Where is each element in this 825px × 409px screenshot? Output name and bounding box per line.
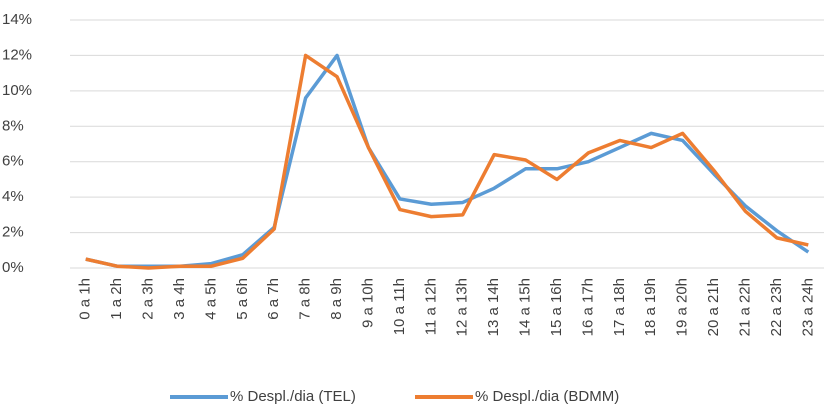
x-tick-label: 15 a 16h [548,278,565,336]
x-tick-label: 3 a 4h [171,278,188,320]
y-tick-label: 2% [2,224,24,241]
x-tick-label: 10 a 11h [391,278,408,335]
x-tick-label: 4 a 5h [202,278,219,320]
legend-label: % Despl./dia (BDMM) [475,388,619,405]
y-tick-label: 8% [2,117,24,134]
x-tick-label: 16 a 17h [579,278,596,336]
x-tick-label: 7 a 8h [297,278,314,320]
series-line [85,53,809,270]
x-tick-label: 8 a 9h [328,278,345,320]
x-tick-label: 21 a 22h [736,278,753,336]
x-tick-label: 11 a 12h [422,278,439,335]
x-tick-label: 5 a 6h [234,278,251,320]
y-tick-label: 12% [2,46,32,63]
x-tick-label: 18 a 19h [642,278,659,336]
y-tick-label: 14% [2,11,32,28]
y-tick-label: 10% [2,82,32,99]
x-tick-label: 17 a 18h [611,278,628,336]
x-tick-label: 19 a 20h [674,278,691,336]
y-tick-label: 4% [2,188,24,205]
x-tick-label: 0 a 1h [77,278,94,320]
legend-label: % Despl./dia (TEL) [230,388,356,405]
x-tick-label: 1 a 2h [108,278,125,320]
x-tick-label: 12 a 13h [454,278,471,336]
x-tick-label: 9 a 10h [359,278,376,328]
x-tick-label: 2 a 3h [140,278,157,320]
x-tick-label: 23 a 24h [799,278,816,336]
x-tick-label: 22 a 23h [768,278,785,336]
x-tick-label: 20 a 21h [705,278,722,336]
series-line [85,53,810,268]
y-tick-label: 6% [2,153,24,170]
x-tick-label: 6 a 7h [265,278,282,320]
x-tick-label: 13 a 14h [485,278,502,336]
y-tick-label: 0% [2,259,24,276]
x-tick-label: 14 a 15h [517,278,534,336]
